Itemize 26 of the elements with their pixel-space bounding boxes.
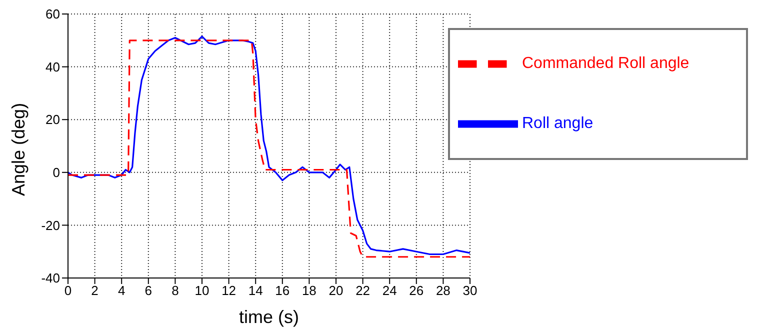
y-tick-label: 20 bbox=[46, 112, 60, 128]
x-tick-label: 4 bbox=[118, 283, 126, 298]
x-tick-label: 6 bbox=[144, 283, 152, 298]
x-tick-label: 18 bbox=[302, 283, 316, 298]
y-tick-label: 0 bbox=[52, 165, 60, 180]
x-tick-label: 16 bbox=[275, 283, 290, 298]
x-tick-label: 22 bbox=[356, 283, 370, 298]
y-tick-label: 40 bbox=[46, 59, 60, 74]
legend-label: Commanded Roll angle bbox=[522, 55, 690, 72]
x-tick-label: 26 bbox=[409, 283, 424, 298]
x-tick-label: 14 bbox=[248, 283, 263, 298]
legend-label: Roll angle bbox=[522, 115, 594, 132]
y-tick-label: -20 bbox=[41, 218, 60, 233]
y-tick-label: 60 bbox=[46, 6, 60, 22]
x-tick-label: 2 bbox=[91, 283, 98, 298]
x-tick-label: 12 bbox=[222, 283, 236, 298]
x-axis-title: time (s) bbox=[239, 307, 299, 327]
x-tick-label: 24 bbox=[382, 283, 397, 298]
x-tick-label: 30 bbox=[462, 283, 478, 298]
x-tick-label: 10 bbox=[194, 283, 210, 298]
x-tick-label: 8 bbox=[172, 283, 179, 298]
x-tick-label: 20 bbox=[328, 283, 344, 298]
y-axis-title: Angle (deg) bbox=[8, 102, 28, 196]
y-tick-label: -40 bbox=[41, 270, 60, 286]
x-tick-label: 28 bbox=[436, 283, 450, 298]
x-tick-label: 0 bbox=[64, 283, 72, 298]
